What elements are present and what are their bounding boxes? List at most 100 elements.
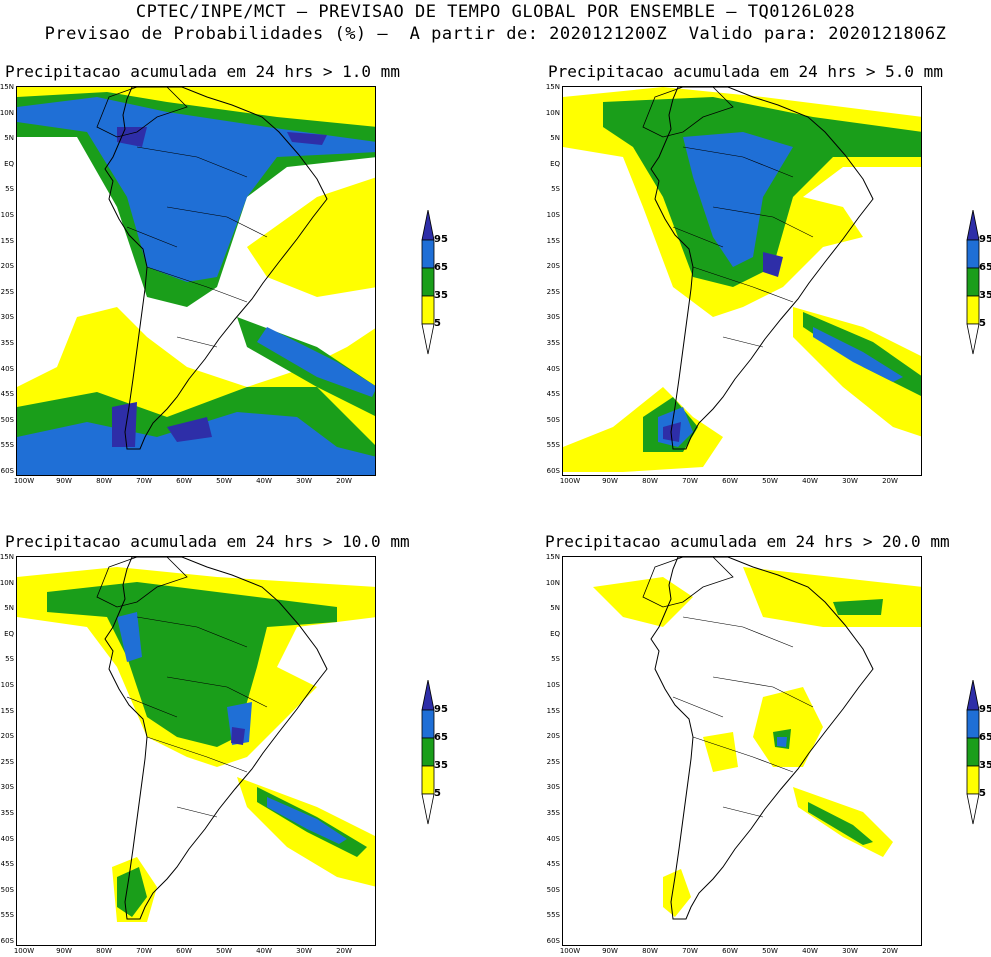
colorbar-level-label: 65 [979, 732, 991, 743]
lon-label: 70W [136, 477, 152, 485]
country-borders [126, 146, 268, 348]
colorbar-level-label: 5 [979, 788, 986, 799]
lat-label: 40S [546, 834, 560, 843]
colorbar-level-label: 65 [979, 262, 991, 273]
lat-label: 15N [0, 553, 14, 561]
colorbar-level-label: 65 [434, 262, 448, 273]
panel-3-map [16, 556, 376, 946]
coastline [104, 557, 328, 920]
lon-label: 50W [762, 477, 778, 485]
colorbar-level-label: 65 [434, 732, 448, 743]
panel-2-title: Precipitacao acumulada em 24 hrs > 5.0 m… [548, 62, 943, 81]
lat-label: 5N [550, 604, 560, 613]
lat-label: 10N [545, 578, 560, 587]
coastline [104, 87, 328, 450]
coastline [650, 87, 874, 450]
lon-label: 60W [176, 947, 192, 955]
colorbar-swatch [966, 267, 980, 297]
lon-label: 30W [296, 947, 312, 955]
lat-label: 10S [0, 211, 14, 219]
colorbar-arrow-bottom [966, 323, 980, 355]
lat-label: 25S [546, 757, 560, 766]
lon-label: 80W [642, 947, 658, 955]
lat-label: EQ [4, 159, 14, 168]
lat-label: 35S [0, 339, 14, 347]
lon-label: 30W [296, 477, 312, 485]
lon-label: 50W [216, 477, 232, 485]
lon-label: 90W [56, 477, 72, 485]
lon-label: 100W [559, 477, 581, 485]
lon-label: 80W [96, 947, 112, 955]
colorbar-arrow-top [421, 679, 435, 711]
panel-1-colorbar: 95 65 35 5 [418, 209, 458, 360]
lat-label: 55S [546, 911, 560, 920]
panel-3-colorbar: 95 65 35 5 [418, 679, 458, 830]
colorbar-swatch [966, 765, 980, 795]
colorbar-swatch [966, 295, 980, 325]
lon-label: 20W [336, 947, 352, 955]
lon-label: 30W [842, 477, 858, 485]
colorbar-arrow-bottom [966, 793, 980, 825]
panel-1-map [16, 86, 376, 476]
lat-label: 15N [545, 553, 560, 561]
colorbar-level-label: 35 [979, 290, 991, 301]
lon-label: 70W [136, 947, 152, 955]
probability-area-blue [658, 132, 903, 447]
coastline-central-america [642, 557, 734, 608]
lat-label: 15N [0, 83, 14, 91]
lat-label: 30S [546, 783, 560, 792]
lon-label: 50W [762, 947, 778, 955]
lat-label: 25S [0, 757, 14, 766]
colorbar-swatch [421, 295, 435, 325]
colorbar-swatch [421, 267, 435, 297]
lon-label: 90W [602, 477, 618, 485]
lon-label: 60W [722, 947, 738, 955]
lon-label: 40W [802, 947, 818, 955]
lon-label: 20W [882, 947, 898, 955]
lat-label: 5N [4, 134, 14, 143]
lat-label: 50S [0, 415, 14, 424]
lat-label: 30S [546, 313, 560, 322]
lon-label: 100W [559, 947, 581, 955]
panel-4-map [562, 556, 922, 946]
lat-label: 5S [551, 655, 560, 664]
lon-label: 20W [336, 477, 352, 485]
panel-2-colorbar: 95 65 35 5 [963, 209, 991, 360]
lat-label: 55S [0, 441, 14, 450]
lat-label: 30S [0, 783, 14, 792]
probability-area-blue [777, 737, 787, 747]
lat-label: 60S [546, 467, 560, 475]
lat-label: 5S [5, 655, 14, 664]
panel-2-map [562, 86, 922, 476]
panel-1-title: Precipitacao acumulada em 24 hrs > 1.0 m… [5, 62, 400, 81]
country-borders [672, 616, 814, 818]
lat-label: 60S [0, 937, 14, 945]
colorbar-level-label: 5 [434, 318, 441, 329]
lat-label: 45S [546, 390, 560, 399]
lat-label: 35S [546, 809, 560, 817]
colorbar-level-label: 35 [434, 290, 448, 301]
lon-label: 90W [602, 947, 618, 955]
probability-area-navy [663, 252, 783, 442]
lon-label: 90W [56, 947, 72, 955]
lat-label: 15S [0, 236, 14, 245]
lat-label: EQ [550, 159, 560, 168]
colorbar-swatch [966, 239, 980, 269]
lat-label: 20S [0, 262, 14, 271]
colorbar-arrow-bottom [421, 323, 435, 355]
lat-label: 10N [0, 108, 14, 117]
lon-label: 40W [256, 947, 272, 955]
lat-label: 35S [0, 809, 14, 817]
lat-label: 60S [0, 467, 14, 475]
lat-label: 5N [550, 134, 560, 143]
coastline-central-america [642, 87, 734, 138]
lon-label: 70W [682, 947, 698, 955]
probability-area-yellow [17, 567, 375, 922]
lat-label: 55S [546, 441, 560, 450]
colorbar-swatch [966, 709, 980, 739]
lat-label: EQ [4, 629, 14, 638]
colorbar-swatch [421, 709, 435, 739]
probability-area-blue [17, 97, 375, 475]
colorbar-swatch [966, 737, 980, 767]
lat-label: 15S [546, 706, 560, 715]
